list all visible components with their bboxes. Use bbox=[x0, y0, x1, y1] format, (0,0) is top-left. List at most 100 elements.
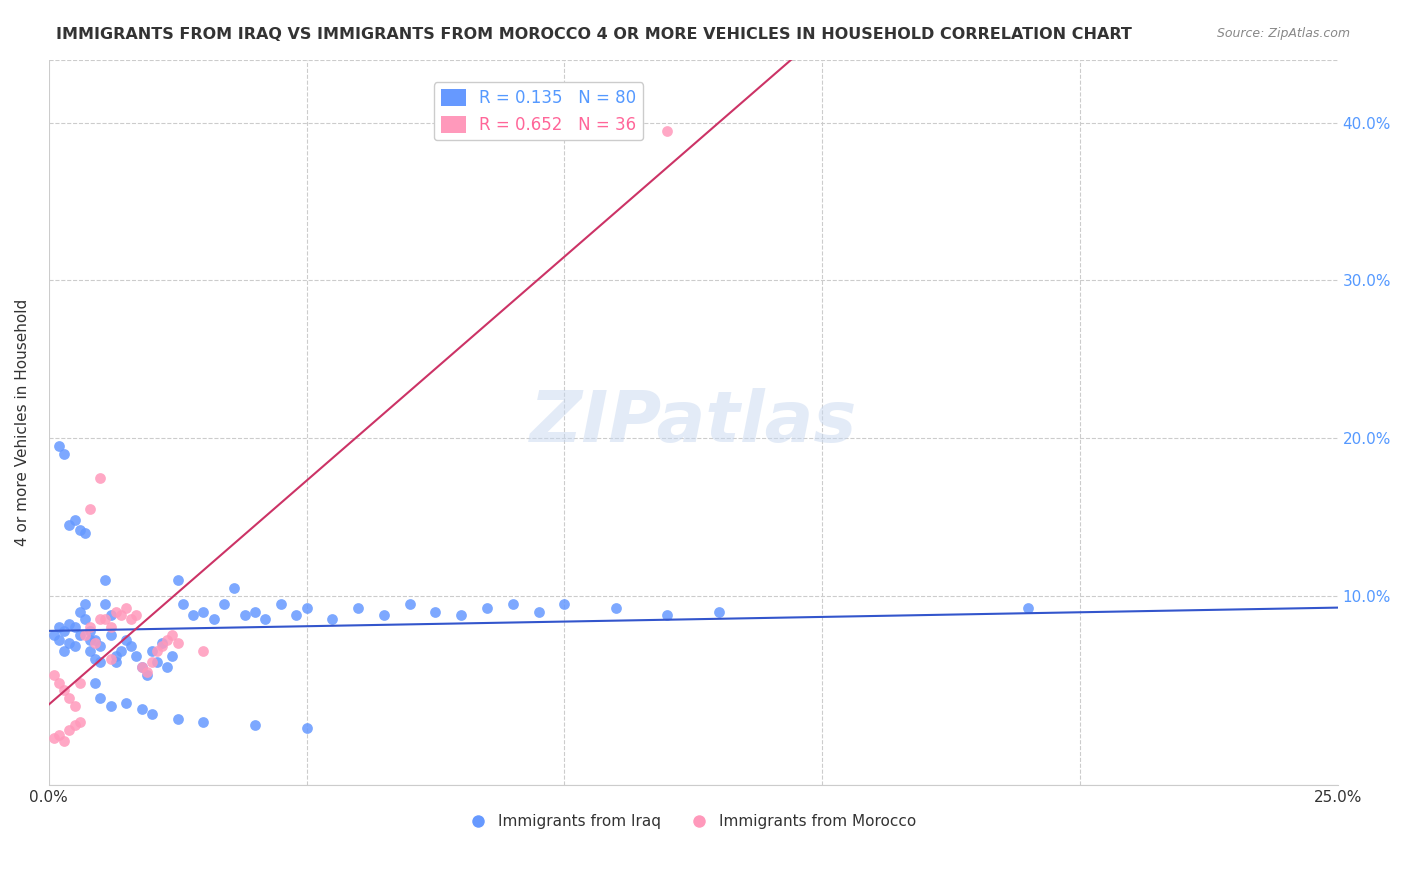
Point bbox=[79, 620, 101, 634]
Point bbox=[527, 605, 550, 619]
Point bbox=[79, 644, 101, 658]
Point bbox=[605, 601, 627, 615]
Point bbox=[254, 612, 277, 626]
Point bbox=[202, 612, 225, 626]
Point bbox=[131, 702, 153, 716]
Text: IMMIGRANTS FROM IRAQ VS IMMIGRANTS FROM MOROCCO 4 OR MORE VEHICLES IN HOUSEHOLD : IMMIGRANTS FROM IRAQ VS IMMIGRANTS FROM … bbox=[56, 27, 1132, 42]
Point bbox=[193, 644, 215, 658]
Point bbox=[110, 607, 132, 622]
Point bbox=[84, 652, 107, 666]
Point bbox=[233, 607, 256, 622]
Point bbox=[89, 470, 111, 484]
Point bbox=[58, 636, 80, 650]
Point bbox=[131, 660, 153, 674]
Point bbox=[502, 597, 524, 611]
Point bbox=[193, 714, 215, 729]
Y-axis label: 4 or more Vehicles in Household: 4 or more Vehicles in Household bbox=[15, 299, 30, 546]
Point bbox=[162, 628, 184, 642]
Point bbox=[73, 628, 96, 642]
Point bbox=[156, 660, 179, 674]
Point bbox=[150, 636, 173, 650]
Point bbox=[104, 605, 127, 619]
Point bbox=[1017, 601, 1039, 615]
Point bbox=[48, 675, 70, 690]
Point bbox=[48, 439, 70, 453]
Point bbox=[84, 636, 107, 650]
Point bbox=[94, 597, 117, 611]
Point bbox=[166, 573, 188, 587]
Point bbox=[295, 721, 318, 735]
Point bbox=[120, 640, 142, 654]
Point bbox=[125, 648, 148, 663]
Point bbox=[48, 728, 70, 742]
Point bbox=[146, 644, 169, 658]
Point bbox=[69, 523, 91, 537]
Point bbox=[89, 691, 111, 706]
Point bbox=[69, 675, 91, 690]
Point bbox=[156, 632, 179, 647]
Point bbox=[125, 607, 148, 622]
Point bbox=[475, 601, 498, 615]
Point bbox=[172, 597, 194, 611]
Point bbox=[100, 607, 122, 622]
Point bbox=[53, 683, 76, 698]
Point bbox=[63, 718, 86, 732]
Point bbox=[58, 617, 80, 632]
Point bbox=[73, 597, 96, 611]
Point bbox=[243, 718, 266, 732]
Point bbox=[347, 601, 370, 615]
Point bbox=[84, 675, 107, 690]
Point bbox=[53, 447, 76, 461]
Point bbox=[450, 607, 472, 622]
Point bbox=[295, 601, 318, 615]
Point bbox=[58, 691, 80, 706]
Point bbox=[42, 628, 65, 642]
Point bbox=[89, 612, 111, 626]
Point bbox=[94, 612, 117, 626]
Point bbox=[166, 712, 188, 726]
Point bbox=[58, 723, 80, 737]
Text: ZIPatlas: ZIPatlas bbox=[530, 388, 856, 457]
Point bbox=[53, 624, 76, 638]
Point bbox=[146, 655, 169, 669]
Point bbox=[42, 731, 65, 745]
Point bbox=[73, 612, 96, 626]
Point bbox=[53, 734, 76, 748]
Point bbox=[100, 699, 122, 714]
Point bbox=[193, 605, 215, 619]
Point bbox=[53, 644, 76, 658]
Point bbox=[63, 513, 86, 527]
Point bbox=[150, 640, 173, 654]
Point bbox=[135, 667, 157, 681]
Point bbox=[425, 605, 447, 619]
Point bbox=[285, 607, 308, 622]
Point bbox=[79, 632, 101, 647]
Point bbox=[243, 605, 266, 619]
Point bbox=[69, 628, 91, 642]
Point bbox=[69, 605, 91, 619]
Point bbox=[63, 640, 86, 654]
Point bbox=[89, 640, 111, 654]
Point bbox=[100, 620, 122, 634]
Point bbox=[212, 597, 235, 611]
Point bbox=[63, 699, 86, 714]
Point bbox=[141, 707, 163, 722]
Point bbox=[100, 652, 122, 666]
Point bbox=[707, 605, 730, 619]
Point bbox=[84, 632, 107, 647]
Point bbox=[69, 714, 91, 729]
Point bbox=[63, 620, 86, 634]
Point bbox=[115, 632, 138, 647]
Point bbox=[115, 696, 138, 710]
Point bbox=[100, 628, 122, 642]
Point bbox=[166, 636, 188, 650]
Point bbox=[657, 123, 679, 137]
Point bbox=[181, 607, 204, 622]
Point bbox=[141, 655, 163, 669]
Text: Source: ZipAtlas.com: Source: ZipAtlas.com bbox=[1216, 27, 1350, 40]
Point bbox=[224, 581, 246, 595]
Point bbox=[58, 517, 80, 532]
Point bbox=[104, 648, 127, 663]
Point bbox=[120, 612, 142, 626]
Point bbox=[89, 655, 111, 669]
